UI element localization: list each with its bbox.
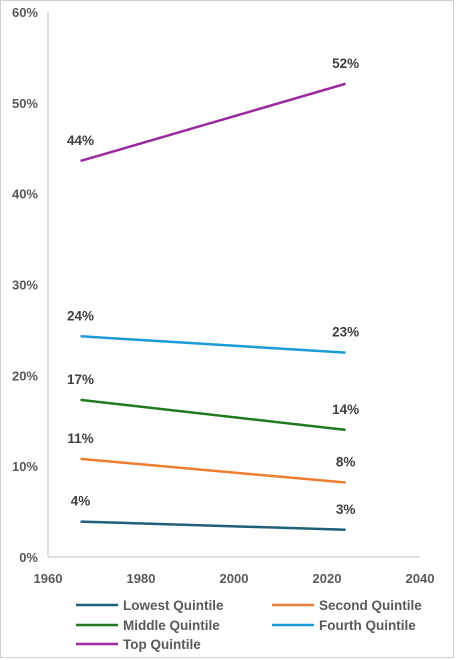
y-tick-label: 0% <box>19 550 38 565</box>
series-line <box>80 398 346 432</box>
data-label: 4% <box>71 494 91 509</box>
x-tick-label: 2000 <box>220 571 249 586</box>
data-label: 24% <box>67 308 94 323</box>
legend-entry: Lowest Quintile <box>123 598 224 613</box>
data-label: 44% <box>67 133 94 148</box>
data-label: 8% <box>336 455 356 470</box>
y-tick-label: 60% <box>12 5 38 20</box>
x-tick-label: 2040 <box>406 571 435 586</box>
legend-entry: Middle Quintile <box>123 618 220 633</box>
legend-entry: Fourth Quintile <box>319 618 416 633</box>
legend-entry: Top Quintile <box>123 637 201 652</box>
data-label: 3% <box>336 502 356 517</box>
x-tick-label: 1980 <box>127 571 156 586</box>
y-tick-label: 30% <box>12 278 38 293</box>
series-line <box>80 520 346 531</box>
series-line <box>80 335 346 354</box>
x-tick-label: 1960 <box>34 571 63 586</box>
y-tick-label: 50% <box>12 96 38 111</box>
data-label: 11% <box>67 431 93 446</box>
y-tick-label: 40% <box>12 187 38 202</box>
data-label: 17% <box>67 372 94 387</box>
data-label: 23% <box>332 325 359 340</box>
y-tick-label: 10% <box>12 459 38 474</box>
data-label: 14% <box>332 402 359 417</box>
series-line <box>80 82 346 163</box>
x-tick-label: 2020 <box>313 571 342 586</box>
data-label: 52% <box>332 56 359 71</box>
series-line <box>80 457 346 484</box>
legend-entry: Second Quintile <box>319 598 422 613</box>
y-tick-label: 20% <box>12 368 38 383</box>
